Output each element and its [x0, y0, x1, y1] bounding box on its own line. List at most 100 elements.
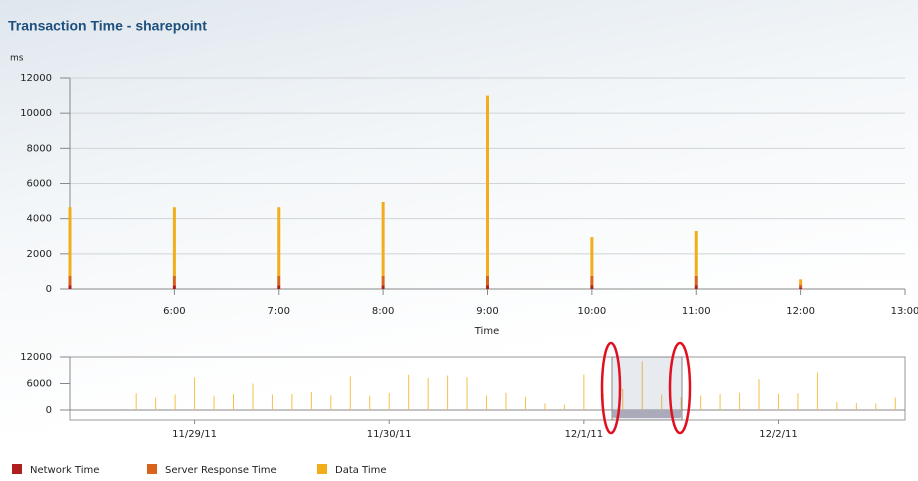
bar [524, 396, 526, 410]
bar [277, 285, 281, 289]
y-tick-label: 6000 [27, 379, 52, 390]
bar [590, 275, 594, 286]
bar [172, 275, 176, 286]
bar [466, 377, 468, 410]
bar [486, 275, 489, 286]
bar [694, 275, 698, 286]
bar [641, 361, 643, 410]
overview-frame [69, 356, 906, 421]
chart-title: Transaction Time - sharepoint [8, 18, 207, 34]
legend-swatch [147, 464, 157, 474]
bar [777, 393, 779, 410]
bar [349, 376, 351, 410]
bar [310, 391, 312, 410]
y-tick-label: 12000 [20, 73, 52, 84]
bar [799, 287, 803, 289]
annotation-circle [600, 341, 622, 435]
x-tick-label: 8:00 [372, 306, 394, 317]
y-axis-label: ms [10, 54, 24, 64]
legend-item: Network Time [12, 464, 99, 476]
bar [758, 379, 760, 410]
bar [563, 404, 565, 410]
bar [797, 393, 799, 410]
bar [622, 388, 624, 410]
bar [68, 285, 72, 289]
x-tick-label: 10:00 [577, 306, 606, 317]
x-tick-label: 12:00 [786, 306, 815, 317]
bar [174, 394, 176, 410]
legend-swatch [12, 464, 22, 474]
bar [816, 372, 818, 410]
x-axis-label: Time [474, 326, 499, 337]
legend-label: Data Time [335, 465, 387, 476]
legend-swatch [317, 464, 327, 474]
bar [894, 397, 896, 410]
bar [277, 207, 281, 276]
y-tick-label: 0 [46, 284, 52, 295]
bar [330, 395, 332, 410]
bar [194, 377, 196, 410]
bar [486, 285, 489, 289]
x-tick-label: 11/29/11 [172, 429, 217, 440]
bar [799, 284, 803, 288]
bar [408, 374, 410, 410]
y-tick-label: 4000 [27, 214, 52, 225]
bar [694, 230, 698, 276]
bar [232, 394, 234, 410]
legend-item: Data Time [317, 464, 387, 476]
x-tick-label: 7:00 [268, 306, 290, 317]
y-tick-label: 12000 [20, 352, 52, 363]
bar [661, 394, 663, 410]
x-tick-label: 9:00 [476, 306, 498, 317]
bar [68, 275, 72, 286]
bar [68, 207, 72, 276]
x-tick-label: 11:00 [682, 306, 711, 317]
bar [875, 403, 877, 410]
bar [381, 285, 385, 289]
bar [135, 393, 137, 410]
legend-item: Server Response Time [147, 464, 277, 476]
bar [213, 395, 215, 410]
y-tick-label: 2000 [27, 249, 52, 260]
bar [447, 375, 449, 410]
x-tick-label: 11/30/11 [367, 429, 412, 440]
legend-label: Server Response Time [165, 465, 277, 476]
bar [700, 395, 702, 410]
bar [719, 394, 721, 410]
bar [583, 374, 585, 410]
bar [590, 237, 594, 276]
y-tick-label: 6000 [27, 179, 52, 190]
bar [252, 383, 254, 410]
bar [694, 285, 698, 289]
x-tick-label: 13:00 [891, 306, 918, 317]
bar [172, 285, 176, 289]
bar [799, 279, 803, 285]
bar [486, 395, 488, 410]
bar [505, 392, 507, 410]
annotation-circle [668, 341, 692, 435]
legend-label: Network Time [30, 465, 99, 476]
x-tick-label: 12/1/11 [565, 429, 604, 440]
x-tick-label: 6:00 [163, 306, 185, 317]
bar [739, 392, 741, 410]
bar [590, 285, 594, 289]
bar [680, 397, 682, 410]
bar [855, 402, 857, 410]
bar [291, 394, 293, 410]
y-tick-label: 8000 [27, 143, 52, 154]
scrollbar [612, 410, 682, 418]
bar [486, 95, 489, 276]
bar [271, 394, 273, 410]
x-tick-label: 12/2/11 [759, 429, 798, 440]
bar [836, 402, 838, 410]
bar [277, 275, 281, 286]
bar [544, 403, 546, 410]
bar [172, 207, 176, 276]
bar [427, 378, 429, 410]
bar [381, 275, 385, 286]
bar [155, 397, 157, 410]
bar [388, 392, 390, 410]
bar [381, 201, 385, 276]
